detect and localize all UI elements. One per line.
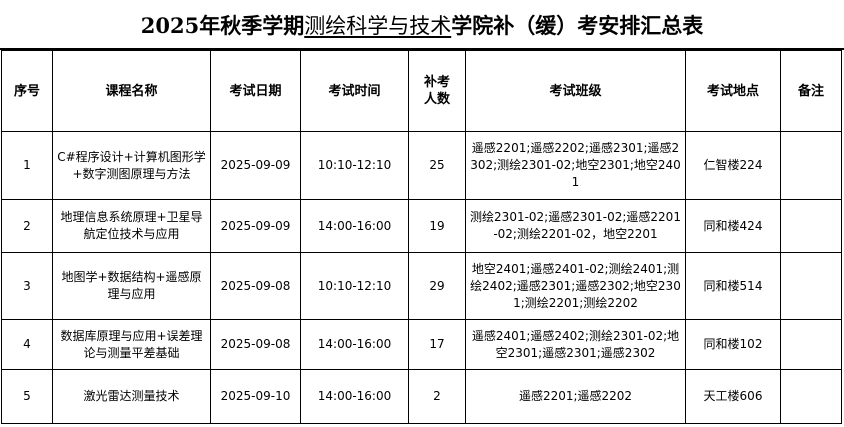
header-row: 序号 课程名称 考试日期 考试时间 补考人数 考试班级 考试地点 备注	[1, 50, 842, 132]
header-time: 考试时间	[300, 50, 409, 132]
cell-place: 天工楼606	[685, 369, 781, 424]
cell-date: 2025-09-09	[210, 199, 301, 253]
exam-schedule-table: 序号 课程名称 考试日期 考试时间 补考人数 考试班级 考试地点 备注 1 C#程…	[1, 50, 842, 424]
cell-no: 4	[1, 319, 53, 370]
cell-no: 2	[1, 199, 53, 253]
cell-date: 2025-09-09	[210, 131, 301, 200]
cell-date: 2025-09-10	[210, 369, 301, 424]
cell-course: 激光雷达测量技术	[52, 369, 211, 424]
cell-count: 29	[408, 252, 466, 320]
cell-count: 19	[408, 199, 466, 253]
table-row: 4 数据库原理与应用+误差理论与测量平差基础 2025-09-08 14:00-16:…	[1, 319, 842, 370]
cell-count: 17	[408, 319, 466, 370]
header-course: 课程名称	[52, 50, 211, 132]
cell-no: 5	[1, 369, 53, 424]
page-title: 2025年秋季学期测绘科学与技术学院补（缓）考安排汇总表	[0, 0, 844, 50]
header-count: 补考人数	[408, 50, 466, 132]
cell-count: 2	[408, 369, 466, 424]
cell-place: 同和楼424	[685, 199, 781, 253]
cell-course: 数据库原理与应用+误差理论与测量平差基础	[52, 319, 211, 370]
cell-note	[780, 252, 842, 320]
cell-date: 2025-09-08	[210, 319, 301, 370]
cell-time: 14:00-16:00	[300, 199, 409, 253]
cell-note	[780, 369, 842, 424]
cell-note	[780, 319, 842, 370]
cell-classes: 测绘2301-02;遥感2301-02;遥感2201-02;测绘2201-02，…	[465, 199, 686, 253]
header-date: 考试日期	[210, 50, 301, 132]
cell-classes: 地空2401;遥感2401-02;测绘2401;测绘2402;遥感2301;遥感…	[465, 252, 686, 320]
cell-course: C#程序设计+计算机图形学+数字测图原理与方法	[52, 131, 211, 200]
cell-classes: 遥感2201;遥感2202;遥感2301;遥感2302;测绘2301-02;地空…	[465, 131, 686, 200]
cell-course: 地图学+数据结构+遥感原理与应用	[52, 252, 211, 320]
cell-classes: 遥感2401;遥感2402;测绘2301-02;地空2301;遥感2301;遥感…	[465, 319, 686, 370]
cell-place: 同和楼102	[685, 319, 781, 370]
title-college: 测绘科学与技术	[304, 14, 452, 38]
cell-note	[780, 131, 842, 200]
header-place: 考试地点	[685, 50, 781, 132]
cell-time: 10:10-12:10	[300, 131, 409, 200]
cell-count: 25	[408, 131, 466, 200]
cell-time: 14:00-16:00	[300, 319, 409, 370]
header-note: 备注	[780, 50, 842, 132]
cell-note	[780, 199, 842, 253]
table-row: 2 地理信息系统原理+卫星导航定位技术与应用 2025-09-09 14:00-16:…	[1, 199, 842, 253]
table-row: 3 地图学+数据结构+遥感原理与应用 2025-09-08 10:10-12:10 29…	[1, 252, 842, 320]
table-row: 1 C#程序设计+计算机图形学+数字测图原理与方法 2025-09-09 10:10-…	[1, 131, 842, 200]
cell-place: 同和楼514	[685, 252, 781, 320]
title-prefix: 2025年秋季学期	[140, 13, 305, 38]
title-suffix: 学院补（缓）考安排汇总表	[451, 13, 704, 38]
cell-course: 地理信息系统原理+卫星导航定位技术与应用	[52, 199, 211, 253]
cell-no: 1	[1, 131, 53, 200]
cell-time: 10:10-12:10	[300, 252, 409, 320]
header-no: 序号	[1, 50, 53, 132]
header-classes: 考试班级	[465, 50, 686, 132]
cell-time: 14:00-16:00	[300, 369, 409, 424]
table-row: 5 激光雷达测量技术 2025-09-10 14:00-16:00 2 遥感2201;遥感…	[1, 369, 842, 424]
cell-no: 3	[1, 252, 53, 320]
cell-date: 2025-09-08	[210, 252, 301, 320]
cell-place: 仁智楼224	[685, 131, 781, 200]
cell-classes: 遥感2201;遥感2202	[465, 369, 686, 424]
